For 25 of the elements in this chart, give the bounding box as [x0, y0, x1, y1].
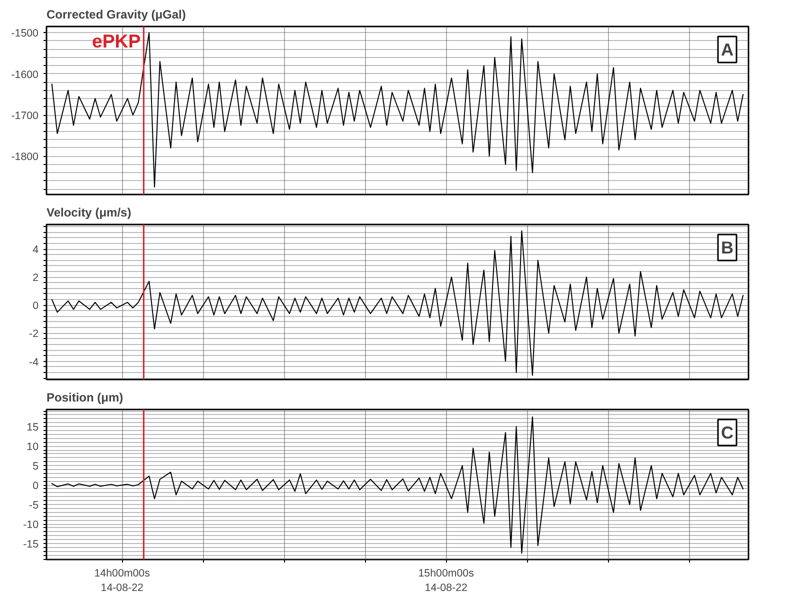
y-tick-label: -5: [29, 500, 39, 512]
x-tick-label: 14h00m00s 14-08-22: [94, 568, 150, 594]
y-tick-label: 5: [32, 460, 39, 473]
y-tick-label: -1500: [11, 28, 39, 40]
chart-title: Velocity (μm/s): [46, 206, 132, 220]
y-tick-label: 0: [32, 480, 39, 492]
annotation: B: [720, 238, 734, 258]
y-tick-label: -1700: [11, 110, 39, 122]
ref-line-label: ePKP: [92, 30, 141, 52]
chart-title: Corrected Gravity (μGal): [46, 8, 186, 22]
y-tick-label: 2: [32, 272, 39, 284]
annotation: A: [720, 40, 734, 60]
y-tick-label: -1600: [11, 68, 39, 81]
y-tick-label: 4: [32, 244, 39, 256]
y-tick-label: -4: [29, 356, 39, 368]
y-tick-label: -1800: [11, 151, 39, 164]
y-tick-label: -2: [29, 328, 39, 340]
y-tick-label: 15: [26, 422, 39, 434]
y-tick-label: 10: [26, 441, 39, 454]
y-tick-label: -10: [23, 519, 39, 532]
y-tick-label: -15: [23, 538, 39, 551]
x-tick-label: 15h00m00s 14-08-22: [418, 568, 474, 594]
annotation: C: [720, 422, 734, 442]
chart-title: Position (μm): [46, 390, 124, 404]
y-tick-label: 0: [32, 300, 39, 312]
